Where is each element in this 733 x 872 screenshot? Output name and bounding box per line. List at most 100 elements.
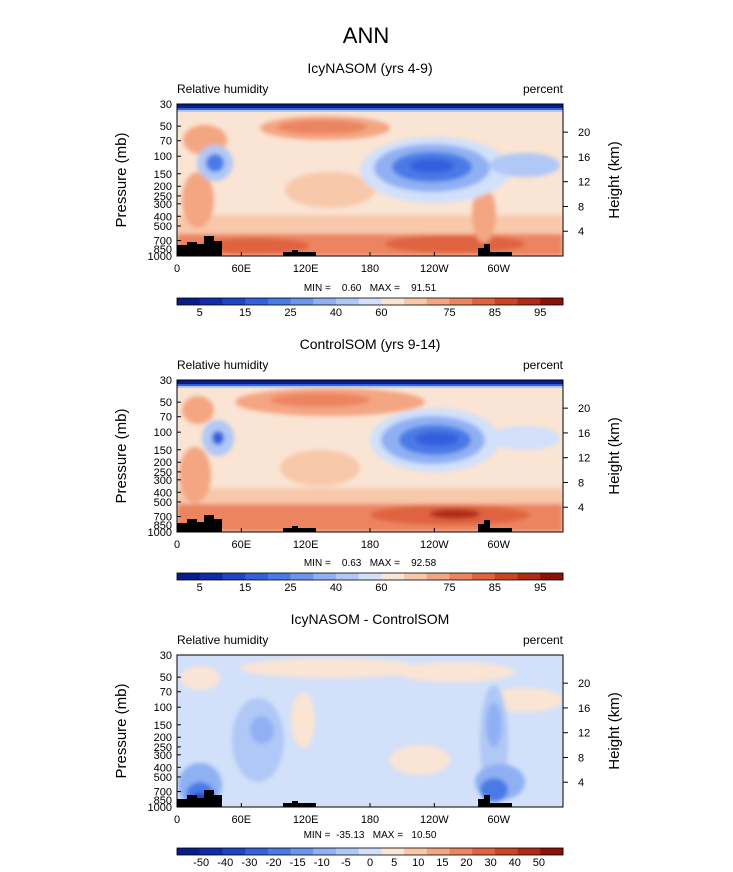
y-tick-label: 500 [154,497,172,509]
colorbar-swatch [199,298,223,305]
colorbar-swatch [177,573,201,580]
panel-title: IcyNASOM (yrs 4-9) [307,60,432,76]
field-positive-upper [240,658,420,678]
colorbar-swatch [245,298,269,305]
field-column-andes [472,187,496,243]
topography-mask [177,515,512,532]
colorbar-label: -10 [314,857,330,869]
colorbar-swatch [472,573,496,580]
y-tick-label: 250 [154,467,172,479]
colorbar-swatch [517,848,541,855]
colorbar-label: 10 [412,857,424,869]
colorbar-swatch [472,298,496,305]
colorbar-swatch [222,298,246,305]
colorbar-swatch [426,573,450,580]
y-tick-label: 700 [154,512,172,524]
colorbar-swatch [177,848,201,855]
colorbar-label: 15 [239,582,251,594]
figure-title: ANN [343,23,389,48]
y-tick-label: 1000 [148,527,172,539]
colorbar-label: -20 [266,857,282,869]
colorbar-swatch [540,573,564,580]
y-tick-label: 30 [160,99,172,111]
y2-tick-label: 4 [578,502,584,514]
colorbar-label: -50 [193,857,209,869]
field-upper-moist-core [270,393,370,407]
heatmap-field [177,380,563,532]
colorbar-swatch [335,573,360,580]
x-tick-label: 180 [361,539,379,551]
y-tick-label: 100 [154,151,172,163]
y2-tick-label: 20 [578,127,590,139]
field-boundary-max [385,235,525,253]
colorbar-label: -15 [290,857,306,869]
y-tick-label: 30 [160,650,172,662]
colorbar-frame [176,572,564,581]
field-dry-west-inner [206,154,224,172]
units-label: percent [523,358,564,372]
field-positive-east [487,688,563,712]
colorbar-frame [176,297,564,306]
y-tick-label: 500 [154,772,172,784]
colorbar-label: 15 [239,307,251,319]
heatmap-field [177,655,563,807]
y-tick-label: 300 [154,475,172,487]
colorbar-label: 50 [533,857,545,869]
colorbar-swatch [313,848,337,855]
stratosphere-dry [177,104,563,108]
y-tick-label: 70 [160,412,172,424]
field-midlevel-moist [280,450,360,486]
y-tick-label: 300 [154,199,172,211]
colorbar-swatch [267,848,291,855]
y2-axis-title: Height (km) [606,141,623,219]
colorbar-swatch [449,298,473,305]
x-tick-label: 120W [420,263,449,275]
x-tick-label: 60W [487,539,510,551]
colorbar-label: 30 [485,857,497,869]
x-tick-label: 60W [487,814,510,826]
y-tick-label: 100 [154,427,172,439]
colorbar-swatch [290,298,314,305]
panel-title: ControlSOM (yrs 9-14) [300,336,441,352]
colorbar-label: -5 [341,857,351,869]
colorbar-swatch [177,298,201,305]
panel-controlsom: ControlSOM (yrs 9-14) Relative humidity … [113,336,623,569]
colorbar-swatch [222,848,246,855]
y-tick-label: 500 [154,221,172,233]
colorbar-label: 40 [330,307,342,319]
field-boundary-core [430,509,480,519]
y-tick-label: 200 [154,181,172,193]
colorbar-swatch [290,848,314,855]
colorbar-label: 25 [284,307,296,319]
colorbar-label: 75 [443,307,455,319]
x-tick-label: 0 [174,814,180,826]
y-tick-label: 700 [154,236,172,248]
variable-label: Relative humidity [177,633,268,647]
colorbar-swatch [335,298,360,305]
y-tick-label: 50 [160,397,172,409]
field-boundary-max-west [200,238,310,254]
colorbar-label: 95 [534,582,546,594]
x-tick-label: 120E [293,263,319,275]
colorbar-label: 85 [489,582,501,594]
colorbar-label: 15 [436,857,448,869]
y-tick-label: 200 [154,732,172,744]
y-tick-label: 850 [154,520,172,532]
field-dry-east [490,153,560,177]
colorbar-label: 75 [443,582,455,594]
colorbar-label: 40 [330,582,342,594]
stratosphere-edge [177,386,563,388]
panel-difference: IcyNASOM - ControlSOM Relative humidity … [113,611,623,841]
y-tick-label: 400 [154,487,172,499]
stats-label: MIN = 0.60 MAX = 91.51 [304,283,437,294]
field-positive-mid [291,692,315,748]
variable-label: Relative humidity [177,358,268,372]
y-tick-label: 250 [154,742,172,754]
field-upper-west [182,396,214,424]
colorbar-label: 0 [367,857,373,869]
colorbar-swatch [267,298,291,305]
field-column-west [179,447,211,503]
colorbar-swatch [313,573,337,580]
colorbar-label: -30 [241,857,257,869]
y-tick-label: 700 [154,787,172,799]
